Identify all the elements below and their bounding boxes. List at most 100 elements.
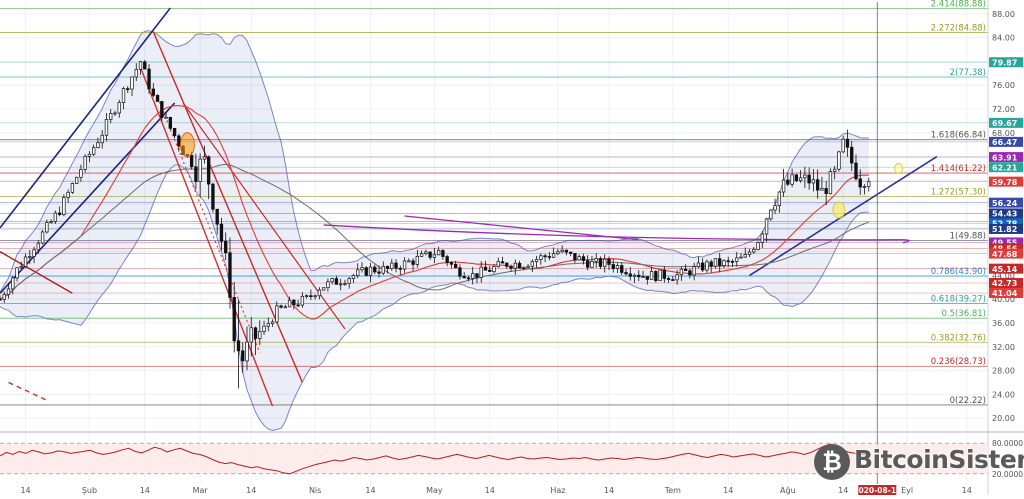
- price-flag-15: [989, 277, 1023, 288]
- candle-body-25: [104, 119, 109, 136]
- candle-body-157: [666, 278, 671, 280]
- price-flag-label-2: 66.47: [992, 138, 1017, 147]
- candle-body-56: [236, 340, 241, 352]
- fib-label-5: 1.272(57.30): [931, 187, 986, 197]
- time-label-5: Nis: [309, 486, 321, 495]
- candle-body-164: [696, 262, 701, 268]
- candle-body-8: [32, 249, 36, 257]
- rsi-tick-0: 80.0000: [992, 439, 1023, 448]
- candle-body-145: [615, 265, 620, 269]
- candle-body-59: [249, 327, 253, 343]
- fib-label-1: 2.272(84.88): [931, 23, 986, 33]
- price-tick-12: 68.00: [992, 129, 1015, 138]
- candle-body-121: [513, 262, 517, 269]
- candle-body-182: [773, 205, 777, 211]
- left-decline-line: [0, 251, 73, 294]
- price-flag-label-0: 79.87: [992, 58, 1017, 67]
- candle-body-171: [726, 260, 730, 263]
- candle-body-68: [287, 299, 292, 308]
- price-flag-14: [989, 263, 1023, 274]
- candle-body-192: [815, 179, 820, 191]
- time-label-6: 14: [365, 486, 375, 495]
- candle-body-156: [662, 269, 667, 279]
- candle-body-143: [607, 258, 611, 265]
- candle-body-6: [23, 256, 28, 267]
- candle-body-100: [424, 251, 428, 255]
- price-flag-1: [989, 117, 1023, 128]
- time-label-10: 14: [604, 486, 614, 495]
- candle-body-175: [743, 254, 747, 258]
- candle-body-118: [500, 261, 505, 264]
- candle-body-57: [241, 350, 245, 362]
- fib-label-0: 2.414(88.88): [931, 0, 986, 10]
- bitcoin-logo-glyph: ₿: [822, 448, 842, 476]
- fib-label-9: 0.5(36.81): [942, 309, 986, 319]
- candle-body-185: [786, 179, 790, 185]
- candle-body-146: [620, 265, 624, 273]
- candle-body-137: [581, 256, 586, 261]
- candle-body-184: [781, 179, 786, 193]
- time-label-12: 14: [723, 486, 733, 495]
- candle-body-36: [151, 88, 155, 96]
- candle-body-160: [679, 268, 684, 276]
- candle-body-135: [573, 252, 577, 261]
- candle-body-52: [219, 223, 224, 242]
- time-label-0: 14: [20, 486, 30, 495]
- candle-body-5: [19, 266, 23, 269]
- downtrend-channel-top: [152, 31, 304, 383]
- candle-body-4: [15, 267, 19, 279]
- candle-body-122: [517, 262, 522, 269]
- fib-label-8: 0.618(39.27): [931, 295, 986, 305]
- candle-body-26: [109, 113, 113, 120]
- candle-body-166: [705, 261, 709, 271]
- price-flag-label-1: 69.67: [992, 119, 1017, 128]
- candle-body-108: [458, 267, 462, 277]
- candle-body-67: [283, 306, 287, 309]
- candle-body-106: [449, 262, 454, 265]
- candle-body-112: [475, 273, 479, 278]
- time-label-13: Ağu: [780, 486, 796, 495]
- candle-body-168: [713, 258, 718, 267]
- candle-body-148: [628, 273, 632, 277]
- candle-body-34: [143, 61, 147, 70]
- candle-body-191: [811, 179, 816, 184]
- candle-body-170: [722, 260, 726, 266]
- candle-body-111: [471, 273, 475, 279]
- candle-body-40: [168, 116, 173, 129]
- candle-body-127: [539, 255, 543, 260]
- price-flag-5: [989, 176, 1023, 187]
- candle-body-95: [402, 260, 407, 270]
- candle-body-125: [530, 261, 534, 267]
- candle-body-169: [718, 258, 722, 266]
- bollinger-lower: [0, 164, 869, 432]
- candle-body-82: [347, 278, 351, 284]
- candle-body-193: [820, 188, 824, 191]
- candle-body-53: [224, 241, 228, 254]
- uptrend-channel-bottom: [0, 102, 176, 294]
- time-label-11: Tem: [664, 486, 681, 495]
- candle-body-181: [769, 209, 773, 220]
- candle-body-21: [87, 153, 92, 157]
- candle-body-195: [828, 171, 833, 195]
- candle-body-200: [850, 146, 854, 164]
- candle-body-114: [483, 266, 488, 271]
- candle-body-104: [441, 250, 445, 257]
- candle-body-103: [436, 250, 441, 256]
- price-flag-label-7: 54.43: [992, 210, 1017, 219]
- grid-layer: [0, 2, 988, 484]
- candle-body-51: [215, 208, 219, 225]
- candle-body-129: [547, 256, 552, 258]
- candle-body-177: [752, 249, 756, 253]
- candle-body-24: [100, 134, 104, 144]
- candle-body-63: [266, 323, 270, 327]
- uptrend-channel-top: [0, 7, 171, 229]
- candle-body-154: [654, 271, 658, 282]
- fib-label-12: 0(22.22): [950, 396, 986, 406]
- watermark: ₿ BitcoinSistemi: [812, 440, 1024, 485]
- candle-body-1: [2, 294, 6, 300]
- candle-body-152: [645, 276, 649, 280]
- fib-label-4: 1.414(61.22): [931, 164, 986, 174]
- candle-body-158: [671, 279, 675, 281]
